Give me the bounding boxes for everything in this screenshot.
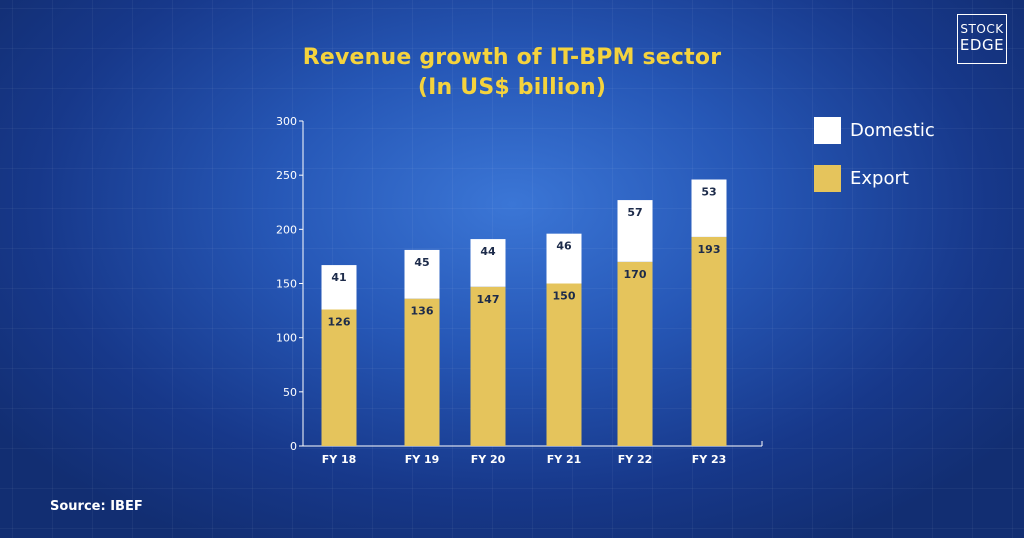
bar-export <box>321 309 357 446</box>
x-axis-category-label: FY 21 <box>547 453 582 466</box>
data-label-domestic: 41 <box>331 271 346 284</box>
legend-swatch-export <box>814 165 841 192</box>
logo-text-edge: EDGE <box>959 36 1005 54</box>
chart-title: Revenue growth of IT-BPM sector <box>302 45 722 70</box>
data-label-domestic: 53 <box>701 186 716 199</box>
data-label-export: 150 <box>553 290 576 303</box>
bar-domestic <box>321 265 357 310</box>
data-label-domestic: 44 <box>480 245 496 258</box>
bar-domestic <box>546 233 582 284</box>
bar-export <box>404 298 440 446</box>
bar-domestic <box>617 200 653 262</box>
source-note: Source: IBEF <box>50 499 143 514</box>
y-axis-tick-label: 200 <box>276 223 297 236</box>
y-axis-tick-label: 250 <box>276 169 297 182</box>
y-axis-tick-label: 100 <box>276 332 297 345</box>
bar-domestic <box>470 239 506 287</box>
data-label-export: 193 <box>698 243 721 256</box>
chart-subtitle: (In US$ billion) <box>417 75 607 100</box>
legend-swatch-domestic <box>814 117 841 144</box>
bar-domestic <box>691 179 727 237</box>
x-axis-category-label: FY 22 <box>618 453 653 466</box>
logo-text-stock: STOCK <box>960 22 1004 36</box>
y-axis-tick-label: 300 <box>276 115 297 128</box>
x-axis-category-label: FY 23 <box>692 453 727 466</box>
bar-export <box>617 261 653 446</box>
y-axis-tick-label: 150 <box>276 278 297 291</box>
data-label-export: 170 <box>624 268 647 281</box>
bar-export <box>546 283 582 446</box>
legend-label-domestic: Domestic <box>850 120 935 141</box>
bar-export <box>470 286 506 446</box>
stockedge-logo: STOCK EDGE <box>957 14 1007 64</box>
data-label-domestic: 46 <box>556 240 572 253</box>
data-label-export: 126 <box>328 316 351 329</box>
data-label-export: 136 <box>411 305 434 318</box>
data-label-domestic: 57 <box>627 206 642 219</box>
y-axis-tick-label: 0 <box>290 440 297 453</box>
y-axis-tick-label: 50 <box>283 386 297 399</box>
x-axis-category-label: FY 18 <box>322 453 357 466</box>
data-label-domestic: 45 <box>414 256 429 269</box>
bar-domestic <box>404 249 440 299</box>
bar-export <box>691 236 727 446</box>
x-axis-category-label: FY 19 <box>405 453 440 466</box>
data-label-export: 147 <box>477 293 500 306</box>
legend-label-export: Export <box>850 168 909 189</box>
x-axis-category-label: FY 20 <box>471 453 506 466</box>
